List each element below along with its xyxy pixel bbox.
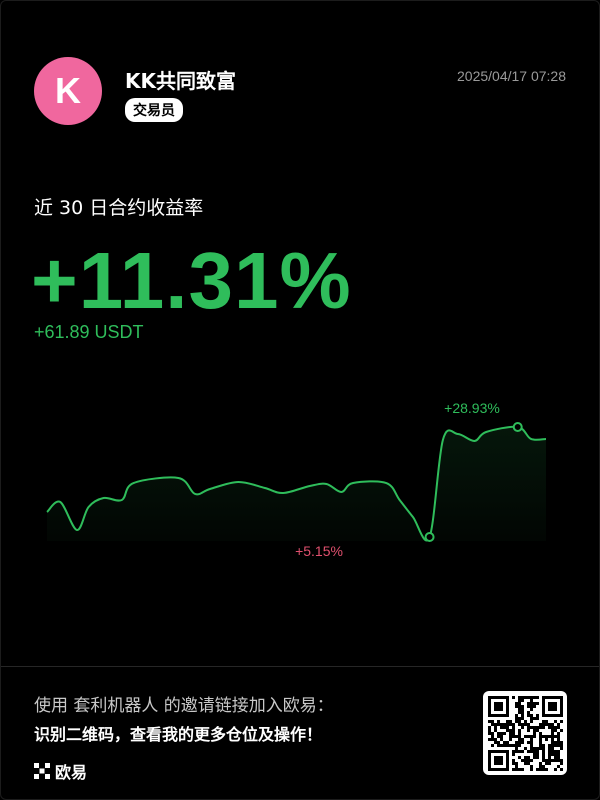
avatar-letter: K	[55, 70, 81, 111]
trader-badge: 交易员	[125, 98, 183, 122]
max-point-marker	[512, 422, 523, 432]
return-label: 近 30 日合约收益率	[34, 197, 204, 219]
qr-code-image	[488, 696, 563, 771]
invite-text: 使用 套利机器人 的邀请链接加入欧易：	[34, 696, 334, 716]
max-value-label: +28.93%	[444, 400, 500, 416]
okx-logo-icon	[34, 763, 50, 779]
scan-prompt: 识别二维码，查看我的更多仓位及操作！	[34, 725, 323, 744]
divider	[1, 666, 599, 667]
min-point-marker	[424, 532, 435, 542]
qr-code	[483, 691, 567, 775]
trader-name: KK共同致富	[125, 69, 236, 93]
chart-line	[46, 425, 547, 542]
return-chart: +28.93% +5.15%	[46, 400, 547, 559]
min-value-label: +5.15%	[295, 543, 343, 559]
pnl-amount: +61.89 USDT	[34, 322, 144, 342]
brand-logo: 欧易	[34, 759, 87, 783]
return-percentage: +11.31%	[31, 236, 352, 325]
brand-name: 欧易	[55, 763, 88, 782]
timestamp: 2025/04/17 07:28	[457, 68, 566, 84]
avatar: K	[34, 57, 102, 125]
chart-area-fill	[47, 426, 546, 541]
